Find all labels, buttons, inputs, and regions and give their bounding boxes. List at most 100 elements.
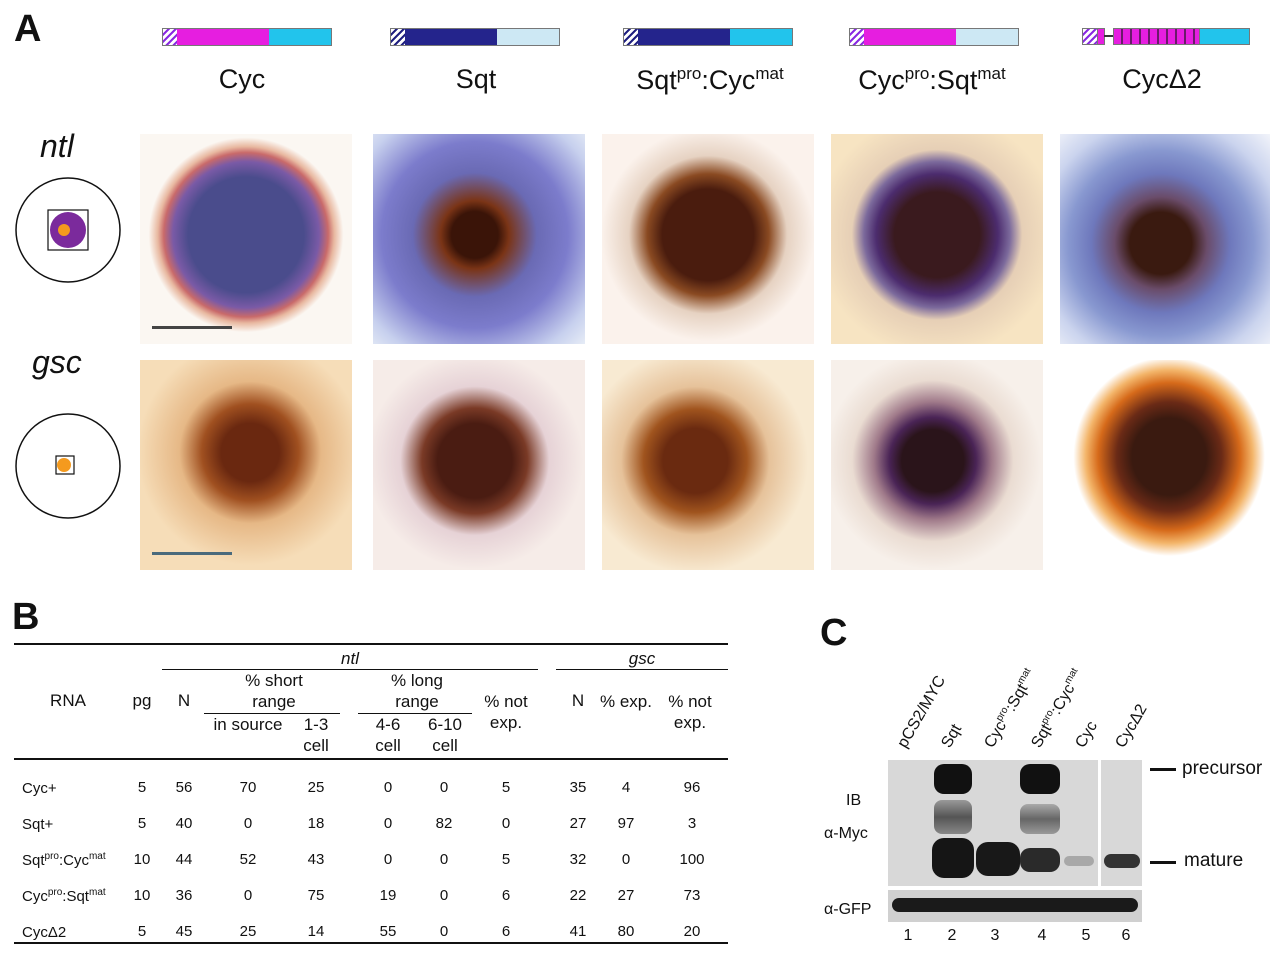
lane-label: CycΔ2 xyxy=(1112,701,1151,751)
table-cell: 10 xyxy=(133,887,151,904)
western-blot-myc xyxy=(888,760,1142,886)
blot-label-gfp: α-GFP xyxy=(824,901,872,918)
embryo-schematic-gsc xyxy=(15,413,121,519)
micrograph-ntl-cycpro-sqtmat xyxy=(831,134,1043,344)
table-cell: 43 xyxy=(307,851,325,868)
construct-diagram-cycdelta2 xyxy=(1082,28,1250,45)
micrograph-gsc-sqtpro-cycmat xyxy=(602,360,814,570)
table-cell: 14 xyxy=(307,923,325,940)
scale-bar xyxy=(152,326,232,329)
table-header-rule xyxy=(14,758,728,760)
table-cell: 0 xyxy=(439,851,449,868)
header-1-3-cell: 1-3 cell xyxy=(303,715,329,755)
lane-number: 5 xyxy=(1081,927,1091,944)
table-cell: 35 xyxy=(569,779,587,796)
lane-number: 2 xyxy=(947,927,957,944)
table-rule xyxy=(358,713,472,714)
header-in-source: in source xyxy=(213,715,283,734)
lane-number: 6 xyxy=(1121,927,1131,944)
table-cell: 0 xyxy=(243,815,253,832)
table-cell: 20 xyxy=(683,923,701,940)
western-blot-gfp xyxy=(888,890,1142,922)
table-bottom-rule xyxy=(14,942,728,944)
table-cell: 96 xyxy=(683,779,701,796)
table-cell: 70 xyxy=(239,779,257,796)
table-cell: 6 xyxy=(501,887,511,904)
table-cell: 5 xyxy=(137,815,147,832)
lane-label: Sqt xyxy=(938,721,966,751)
header-6-10-cell: 6-10 cell xyxy=(427,715,463,755)
table-cell: 0 xyxy=(439,923,449,940)
table-cell: 5 xyxy=(137,779,147,796)
header-not-exp-gsc: % not exp. xyxy=(668,692,712,732)
row-label-ntl: ntl xyxy=(40,128,74,164)
table-cell: 25 xyxy=(307,779,325,796)
table-cell: 32 xyxy=(569,851,587,868)
embryo-schematic-ntl xyxy=(15,177,121,283)
construct-title-sqtpro-cycmat: Sqtpro:Cycmat xyxy=(636,64,784,95)
table-cell: 0 xyxy=(501,815,511,832)
table-rule xyxy=(162,669,538,670)
construct-diagram-cycpro-sqtmat xyxy=(849,28,1019,46)
construct-diagram-cyc xyxy=(162,28,332,46)
table-cell: 56 xyxy=(175,779,193,796)
table-cell: 82 xyxy=(435,815,453,832)
construct-diagram-sqt xyxy=(390,28,560,46)
blot-label-mature: mature xyxy=(1184,850,1244,871)
precursor-marker xyxy=(1150,768,1176,771)
table-cell: 36 xyxy=(175,887,193,904)
table-cell: 0 xyxy=(383,815,393,832)
table-cell: 0 xyxy=(243,887,253,904)
row-label-gsc: gsc xyxy=(32,344,82,380)
header-long-range: % long range xyxy=(391,671,443,711)
table-cell: 40 xyxy=(175,815,193,832)
construct-title-cycdelta2: CycΔ2 xyxy=(1122,64,1202,94)
table-rule xyxy=(556,669,728,670)
micrograph-gsc-cycpro-sqtmat xyxy=(831,360,1043,570)
micrograph-ntl-sqtpro-cycmat xyxy=(602,134,814,344)
table-cell: 0 xyxy=(439,779,449,796)
micrograph-gsc-sqt xyxy=(373,360,585,570)
blot-label-precursor: precursor xyxy=(1182,758,1263,779)
table-row-label: Sqt+ xyxy=(22,816,54,833)
table-cell: 0 xyxy=(383,851,393,868)
header-short-range: % short range xyxy=(245,671,303,711)
table-cell: 5 xyxy=(501,851,511,868)
table-cell: 73 xyxy=(683,887,701,904)
table-row-label: Sqtpro:Cycmat xyxy=(22,851,106,869)
table-cell: 5 xyxy=(501,779,511,796)
table-row-label: Cyc+ xyxy=(22,780,57,797)
table-cell: 55 xyxy=(379,923,397,940)
header-rna: RNA xyxy=(50,691,86,710)
table-row-label: Cycpro:Sqtmat xyxy=(22,887,106,905)
construct-title-sqt: Sqt xyxy=(455,64,497,94)
table-cell: 52 xyxy=(239,851,257,868)
table-cell: 3 xyxy=(687,815,697,832)
table-cell: 75 xyxy=(307,887,325,904)
table-group-gsc: gsc xyxy=(628,649,656,668)
table-cell: 45 xyxy=(175,923,193,940)
micrograph-ntl-sqt xyxy=(373,134,585,344)
table-cell: 0 xyxy=(383,779,393,796)
scale-bar xyxy=(152,552,232,555)
table-cell: 10 xyxy=(133,851,151,868)
micrograph-ntl-cycdelta2 xyxy=(1060,134,1270,344)
table-cell: 6 xyxy=(501,923,511,940)
blot-label-myc: α-Myc xyxy=(824,825,868,842)
micrograph-ntl-cyc xyxy=(140,134,352,344)
table-cell: 18 xyxy=(307,815,325,832)
construct-diagram-sqtpro-cycmat xyxy=(623,28,793,46)
construct-title-cyc: Cyc xyxy=(218,64,266,94)
panel-label-b: B xyxy=(12,596,40,638)
table-cell: 25 xyxy=(239,923,257,940)
construct-title-cycpro-sqtmat: Cycpro:Sqtmat xyxy=(858,64,1006,95)
table-row-label: CycΔ2 xyxy=(22,924,67,941)
panel-label-c: C xyxy=(820,612,848,654)
header-n: N xyxy=(177,691,191,710)
lane-number: 3 xyxy=(990,927,1000,944)
header-not-exp: % not exp. xyxy=(484,692,528,732)
lane-label: Cyc xyxy=(1072,718,1101,751)
table-cell: 5 xyxy=(137,923,147,940)
header-4-6-cell: 4-6 cell xyxy=(375,715,401,755)
table-cell: 22 xyxy=(569,887,587,904)
